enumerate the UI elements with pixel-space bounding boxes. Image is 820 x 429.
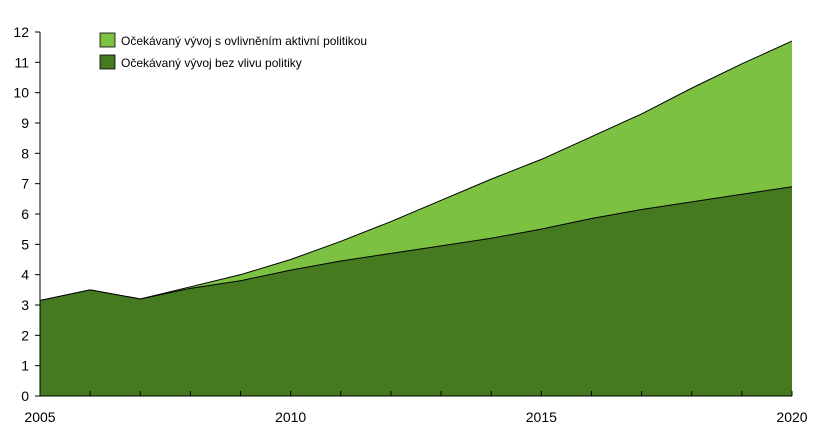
- chart-legend: Očekávaný vývoj s ovlivněním aktivní pol…: [99, 32, 367, 70]
- legend-swatch-2: [99, 54, 116, 70]
- legend-label-1: Očekávaný vývoj s ovlivněním aktivní pol…: [121, 34, 367, 48]
- y-tick-label: 2: [21, 327, 29, 343]
- x-tick-label: 2020: [776, 409, 807, 425]
- y-tick-label: 8: [21, 145, 29, 161]
- y-tick-label: 3: [21, 297, 29, 313]
- y-tick-label: 1: [21, 358, 29, 374]
- legend-label-2: Očekávaný vývoj bez vlivu politiky: [121, 56, 302, 70]
- chart-areas: [39, 40, 793, 396]
- x-tick-label: 2010: [275, 409, 306, 425]
- x-tick-label: 2005: [24, 409, 55, 425]
- y-tick-label: 0: [21, 388, 29, 404]
- series-area-2: [40, 186, 792, 396]
- x-tick-label: 2015: [526, 409, 557, 425]
- y-tick-label: 6: [21, 206, 29, 222]
- y-tick-label: 7: [21, 176, 29, 192]
- y-tick-label: 5: [21, 236, 29, 252]
- y-tick-label: 10: [13, 85, 29, 101]
- legend-swatch-1: [99, 32, 116, 48]
- series-line-1: [39, 40, 793, 301]
- y-tick-label: 11: [14, 54, 29, 70]
- series-line-2: [39, 186, 793, 301]
- x-axis-ticks: 2005 2010 2015 2020: [24, 391, 808, 425]
- y-tick-label: 4: [21, 267, 29, 283]
- y-tick-label: 9: [21, 115, 29, 131]
- y-tick-label: 12: [13, 24, 29, 40]
